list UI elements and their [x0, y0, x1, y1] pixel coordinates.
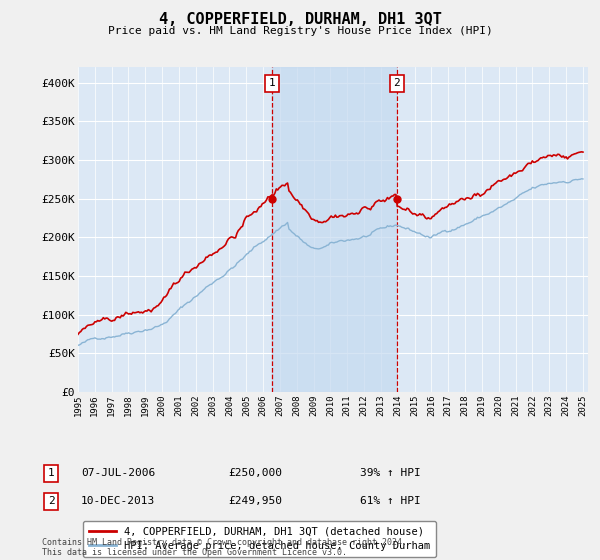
Text: Contains HM Land Registry data © Crown copyright and database right 2024.
This d: Contains HM Land Registry data © Crown c…: [42, 538, 407, 557]
Text: 07-JUL-2006: 07-JUL-2006: [81, 468, 155, 478]
Text: 39% ↑ HPI: 39% ↑ HPI: [360, 468, 421, 478]
Text: 10-DEC-2013: 10-DEC-2013: [81, 496, 155, 506]
Text: 2: 2: [394, 78, 400, 88]
Text: 1: 1: [269, 78, 275, 88]
Legend: 4, COPPERFIELD, DURHAM, DH1 3QT (detached house), HPI: Average price, detached h: 4, COPPERFIELD, DURHAM, DH1 3QT (detache…: [83, 521, 436, 557]
Bar: [272, 67, 397, 392]
Text: 4, COPPERFIELD, DURHAM, DH1 3QT: 4, COPPERFIELD, DURHAM, DH1 3QT: [158, 12, 442, 27]
Text: 61% ↑ HPI: 61% ↑ HPI: [360, 496, 421, 506]
Text: £249,950: £249,950: [228, 496, 282, 506]
Text: 2: 2: [47, 496, 55, 506]
Text: Price paid vs. HM Land Registry's House Price Index (HPI): Price paid vs. HM Land Registry's House …: [107, 26, 493, 36]
Text: £250,000: £250,000: [228, 468, 282, 478]
Text: 1: 1: [47, 468, 55, 478]
